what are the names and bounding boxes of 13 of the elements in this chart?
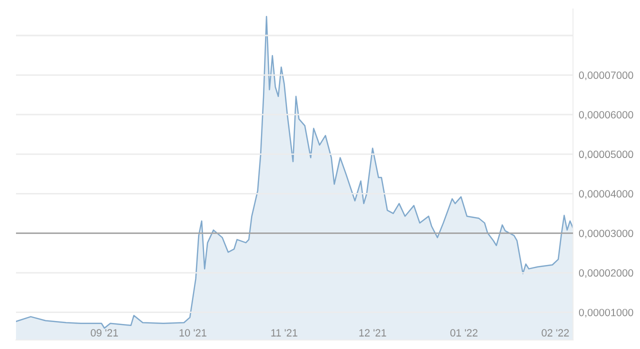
y-tick-label: 0,00006000 (578, 111, 634, 120)
x-tick-label: 10 '21 (180, 329, 206, 337)
x-tick-label: 12 '21 (359, 329, 386, 336)
y-tick-label: 0,00001000 (578, 308, 634, 318)
y-tick-label: 0,00005000 (578, 150, 634, 160)
y-tick-label: 0,00004000 (578, 190, 634, 199)
x-tick-label: 01 '22 (450, 329, 478, 337)
y-tick-label: 0,00007000 (578, 72, 634, 80)
x-tick-label: 02 '22 (542, 329, 569, 337)
y-tick-label: 0,00002000 (578, 269, 634, 278)
y-tick-label: 0,00003000 (578, 230, 634, 238)
x-tick-label: 09 '21 (90, 329, 118, 337)
x-tick-label: 11 '21 (271, 329, 298, 336)
